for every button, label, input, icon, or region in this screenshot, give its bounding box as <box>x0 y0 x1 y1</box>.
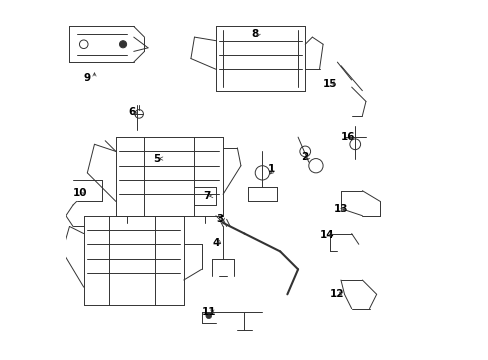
Text: 3: 3 <box>215 214 223 224</box>
Text: 4: 4 <box>212 238 219 248</box>
Text: 16: 16 <box>340 132 355 142</box>
Text: 12: 12 <box>329 289 344 299</box>
Text: 10: 10 <box>73 188 87 198</box>
Text: 1: 1 <box>267 164 274 174</box>
Text: 6: 6 <box>128 107 135 117</box>
Circle shape <box>205 313 211 319</box>
Text: 5: 5 <box>153 154 160 163</box>
Circle shape <box>119 41 126 48</box>
Text: 8: 8 <box>251 28 258 39</box>
Text: 15: 15 <box>322 78 337 89</box>
Text: 11: 11 <box>201 307 216 317</box>
Text: 9: 9 <box>83 73 91 83</box>
Text: 13: 13 <box>333 203 347 213</box>
Text: 7: 7 <box>203 191 210 201</box>
Text: 14: 14 <box>319 230 333 240</box>
Text: 2: 2 <box>301 152 308 162</box>
